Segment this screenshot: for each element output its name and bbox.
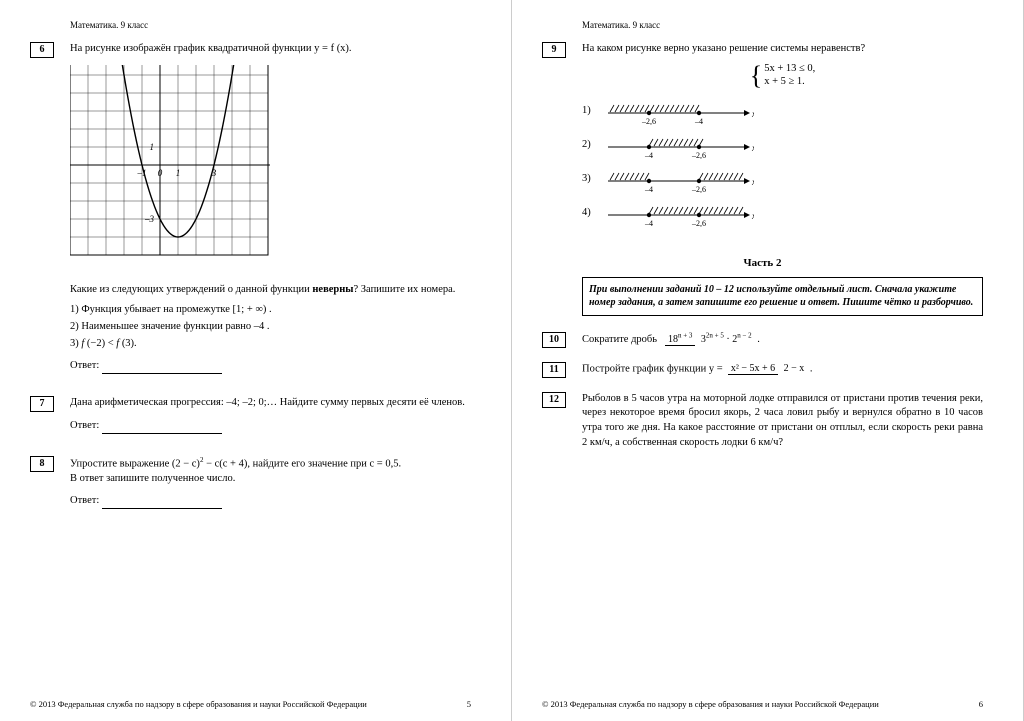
problem-body: Сократите дробь 18n + 3 32n + 5 · 2n − 2… (582, 332, 983, 348)
page-footer: © 2013 Федеральная служба по надзору в с… (30, 699, 471, 709)
option-label: 2) (582, 138, 604, 153)
svg-text:–3: –3 (144, 214, 155, 224)
svg-text:x: x (751, 211, 754, 221)
stmt-2: 2) Наименьшее значение функции равно –4 … (70, 320, 471, 335)
svg-text:x: x (751, 143, 754, 153)
problem-number: 10 (542, 332, 566, 348)
page-footer: © 2013 Федеральная служба по надзору в с… (542, 699, 983, 709)
problem-body: Упростите выражение (2 − c)2 − c(c + 4),… (70, 456, 471, 518)
svg-text:–4: –4 (694, 117, 703, 125)
answer-line: Ответ: (70, 359, 471, 374)
problem-11: 11 Постройте график функции y = x² − 5x … (542, 362, 983, 378)
svg-text:–4: –4 (644, 219, 653, 227)
answer-options: 1) –2,6 –4 x 2) –4 –2,6 x 3) –4 –2,6 x 4) –4 –2,6 x (582, 99, 983, 227)
problem-number: 11 (542, 362, 566, 378)
svg-text:–2,6: –2,6 (641, 117, 656, 125)
problem-9: 9 На каком рисунке верно указано решение… (542, 42, 983, 235)
problem-6: 6 На рисунке изображён график квадратичн… (30, 42, 471, 382)
option-row: 4) –4 –2,6 x (582, 201, 983, 227)
problem-body: На рисунке изображён график квадратичной… (70, 42, 471, 382)
fraction: x² − 5x + 6 2 − x (728, 362, 807, 376)
problem-body: Дана арифметическая прогрессия: –4; –2; … (70, 396, 471, 441)
problem-8: 8 Упростите выражение (2 − c)2 − c(c + 4… (30, 456, 471, 518)
stmt-3: 3) f (−2) < f (3). (70, 337, 471, 352)
fraction: 18n + 3 32n + 5 · 2n − 2 (665, 332, 755, 347)
option-row: 3) –4 –2,6 x (582, 167, 983, 193)
svg-text:1: 1 (150, 142, 155, 152)
svg-text:–2,6: –2,6 (691, 151, 706, 159)
footer-pagenum: 5 (467, 699, 471, 709)
option-label: 1) (582, 104, 604, 119)
svg-text:–4: –4 (644, 151, 653, 159)
problem-text-2: В ответ запишите полученное число. (70, 472, 471, 487)
svg-text:–2,6: –2,6 (691, 185, 706, 193)
svg-text:1: 1 (176, 168, 181, 178)
page-6: Математика. 9 класс 9 На каком рисунке в… (512, 0, 1024, 721)
problem-12: 12 Рыболов в 5 часов утра на моторной ло… (542, 392, 983, 451)
stmt-1: 1) Функция убывает на промежутке [1; + ∞… (70, 303, 471, 318)
svg-text:x: x (751, 177, 754, 187)
option-row: 1) –2,6 –4 x (582, 99, 983, 125)
problem-number: 9 (542, 42, 566, 58)
system-equations: {5x + 13 ≤ 0,x + 5 ≥ 1. (582, 63, 983, 89)
problem-10: 10 Сократите дробь 18n + 3 32n + 5 · 2n … (542, 332, 983, 348)
problem-subtext: Какие из следующих утверждений о данной … (70, 283, 471, 298)
svg-text:3: 3 (211, 168, 217, 178)
svg-text:–2,6: –2,6 (691, 219, 706, 227)
option-row: 2) –4 –2,6 x (582, 133, 983, 159)
page-5: Математика. 9 класс 6 На рисунке изображ… (0, 0, 512, 721)
svg-text:x: x (751, 109, 754, 119)
problem-body: Рыболов в 5 часов утра на моторной лодке… (582, 392, 983, 451)
problem-number: 8 (30, 456, 54, 472)
svg-text:–4: –4 (644, 185, 653, 193)
page-header: Математика. 9 класс (582, 20, 983, 30)
part-2-title: Часть 2 (542, 257, 983, 269)
statements: 1) Функция убывает на промежутке [1; + ∞… (70, 303, 471, 351)
footer-copy: © 2013 Федеральная служба по надзору в с… (542, 699, 879, 709)
footer-copy: © 2013 Федеральная служба по надзору в с… (30, 699, 367, 709)
option-label: 3) (582, 172, 604, 187)
page-header: Математика. 9 класс (70, 20, 471, 30)
svg-text:0: 0 (158, 168, 163, 178)
problem-body: Постройте график функции y = x² − 5x + 6… (582, 362, 983, 377)
problem-number: 6 (30, 42, 54, 58)
problem-text: Дана арифметическая прогрессия: –4; –2; … (70, 396, 471, 411)
parabola-chart: –10131–3xy (70, 65, 471, 275)
problem-text: На каком рисунке верно указано решение с… (582, 42, 983, 57)
option-label: 4) (582, 206, 604, 221)
problem-text: На рисунке изображён график квадратичной… (70, 42, 471, 57)
answer-line: Ответ: (70, 419, 471, 434)
problem-text: Упростите выражение (2 − c)2 − c(c + 4),… (70, 456, 471, 472)
problem-7: 7 Дана арифметическая прогрессия: –4; –2… (30, 396, 471, 441)
problem-body: На каком рисунке верно указано решение с… (582, 42, 983, 235)
answer-line: Ответ: (70, 494, 471, 509)
svg-text:–1: –1 (137, 168, 147, 178)
footer-pagenum: 6 (979, 699, 983, 709)
problem-number: 7 (30, 396, 54, 412)
problem-number: 12 (542, 392, 566, 408)
part-2-note: При выполнении заданий 10 – 12 используй… (582, 277, 983, 316)
